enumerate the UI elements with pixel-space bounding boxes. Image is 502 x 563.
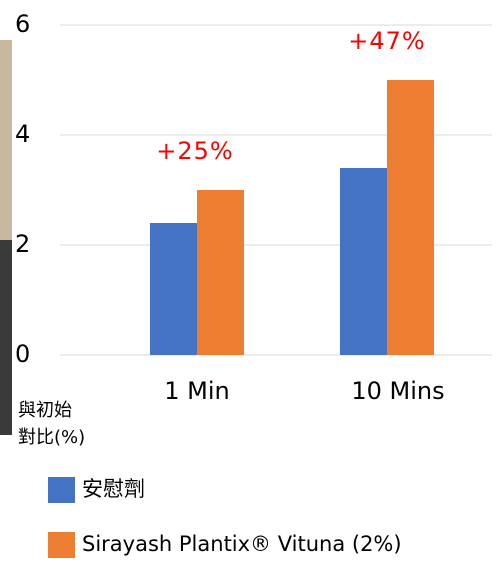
y-tick-label: 2 [15, 230, 30, 258]
y-axis-label: 對比(%) [18, 427, 85, 448]
annotation: +25% [156, 137, 233, 165]
y-tick-label: 4 [15, 120, 30, 148]
bar [197, 190, 244, 355]
bar [340, 168, 387, 355]
annotation: +47% [348, 27, 425, 55]
bar [150, 223, 197, 355]
y-tick-label: 6 [15, 10, 30, 38]
bar [387, 80, 434, 355]
legend-swatch [48, 532, 75, 558]
legend-label: Sirayash Plantix® Vituna (2%) [82, 532, 402, 556]
y-tick-label: 0 [15, 340, 30, 368]
background-photo-strip-dark [0, 240, 12, 435]
legend-label: 安慰劑 [82, 477, 145, 501]
legend-swatch [48, 477, 75, 503]
x-tick-label: 1 Min [164, 377, 229, 405]
y-axis-label: 與初始 [18, 400, 72, 421]
x-tick-label: 10 Mins [351, 377, 444, 405]
